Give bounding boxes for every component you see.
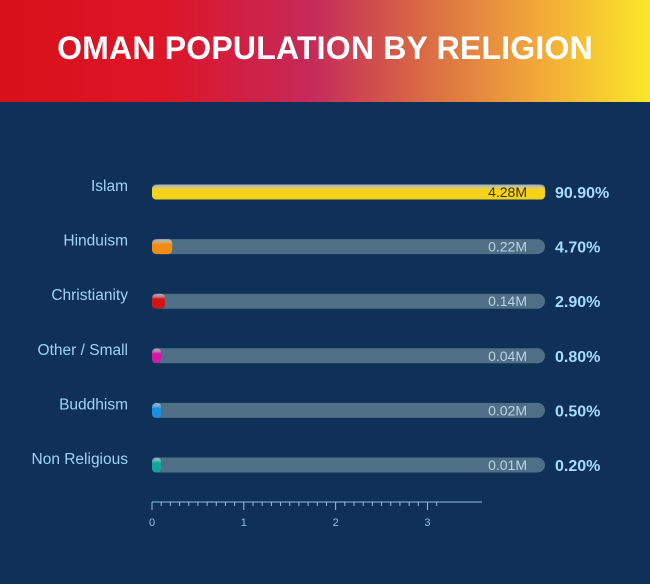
chart-title: OMAN POPULATION BY RELIGION: [57, 29, 593, 66]
bar-value-label: 0.01M: [488, 457, 527, 473]
category-label: Hinduism: [63, 233, 128, 250]
bar-track: [152, 457, 545, 473]
percent-label: 0.80%: [555, 349, 600, 366]
bar: [152, 293, 165, 309]
category-label: Christianity: [51, 287, 128, 304]
x-tick-label: 3: [424, 517, 430, 529]
category-label: Buddhism: [59, 396, 128, 413]
x-tick-label: 0: [149, 517, 155, 529]
bar-track: [152, 293, 545, 309]
header-banner: OMAN POPULATION BY RELIGION: [0, 0, 650, 102]
percent-label: 0.50%: [555, 403, 600, 420]
x-tick-label: 2: [333, 517, 339, 529]
x-tick-label: 1: [241, 517, 247, 529]
bar: [152, 348, 161, 364]
bar-value-label: 0.04M: [488, 348, 527, 364]
percent-label: 4.70%: [555, 240, 600, 257]
bar: [152, 457, 161, 473]
bar: [152, 184, 545, 200]
bar-track: [152, 348, 545, 364]
bar: [152, 239, 173, 255]
percent-label: 90.90%: [555, 185, 609, 202]
bar-value-label: 4.28M: [488, 184, 527, 200]
bar-value-label: 0.22M: [488, 239, 527, 255]
bar-value-label: 0.14M: [488, 293, 527, 309]
bar: [152, 402, 161, 418]
bar-track: [152, 402, 545, 418]
percent-label: 0.20%: [555, 458, 600, 475]
bar-value-label: 0.02M: [488, 402, 527, 418]
category-label: Other / Small: [38, 342, 128, 359]
percent-label: 2.90%: [555, 294, 600, 311]
category-label: Islam: [91, 178, 128, 195]
category-label: Non Religious: [32, 451, 129, 468]
bar-track: [152, 239, 545, 255]
